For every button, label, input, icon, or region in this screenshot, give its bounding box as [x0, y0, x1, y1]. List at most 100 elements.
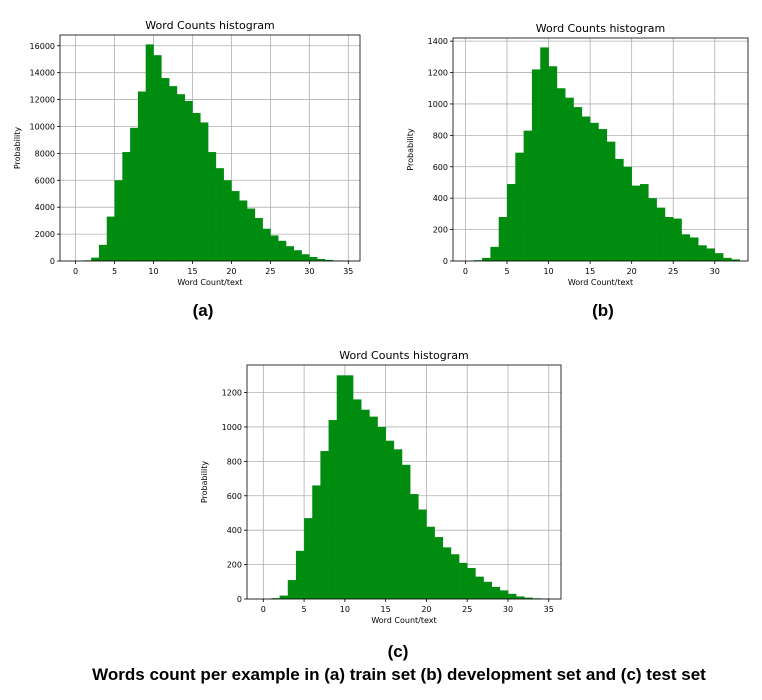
x-tick-label: 25 — [462, 605, 472, 614]
x-axis-label: Word Count/text — [568, 278, 633, 287]
histogram-bar — [271, 598, 280, 599]
x-axis-label: Word Count/text — [177, 278, 242, 287]
histogram-bar — [706, 248, 716, 261]
panel-label-c: (c) — [387, 642, 409, 661]
histogram-bar — [673, 218, 682, 261]
histogram-bar — [295, 550, 305, 599]
chart-title: Word Counts histogram — [145, 19, 274, 32]
histogram-bar — [239, 200, 248, 261]
histogram-bar — [287, 580, 297, 599]
y-tick-label: 0 — [443, 257, 448, 266]
x-tick-label: 30 — [710, 267, 720, 276]
histogram-bar — [401, 464, 411, 599]
y-tick-label: 12000 — [30, 96, 55, 105]
histogram-bar — [317, 258, 326, 261]
histogram-bar — [450, 554, 460, 599]
histogram-bar — [516, 596, 525, 599]
histogram-bar — [523, 130, 533, 261]
histogram-bar — [459, 562, 468, 599]
histogram-bar — [499, 590, 509, 599]
histogram-bar — [475, 576, 484, 599]
x-tick-label: 25 — [265, 267, 275, 276]
x-tick-label: 5 — [504, 267, 509, 276]
y-tick-label: 4000 — [35, 203, 55, 212]
x-tick-label: 35 — [343, 267, 353, 276]
histogram-bar — [344, 375, 354, 599]
y-tick-label: 600 — [433, 163, 448, 172]
x-tick-label: 10 — [543, 267, 553, 276]
x-tick-label: 10 — [340, 605, 350, 614]
histogram-bar — [192, 113, 201, 262]
x-tick-label: 15 — [381, 605, 391, 614]
histogram-bar — [714, 253, 724, 261]
histogram-bar — [581, 116, 591, 262]
x-tick-label: 30 — [503, 605, 513, 614]
y-tick-label: 800 — [433, 131, 448, 140]
y-tick-label: 1000 — [428, 100, 448, 109]
histogram-bar — [482, 257, 491, 261]
histogram-bar — [231, 191, 240, 261]
histogram-bar — [434, 537, 444, 599]
histogram-bar — [215, 168, 224, 261]
histogram-bar — [293, 250, 302, 261]
histogram-bar — [377, 426, 386, 599]
histogram-bar — [664, 217, 674, 261]
y-tick-label: 6000 — [35, 176, 55, 185]
histogram-bar — [498, 217, 508, 261]
histogram-bar — [91, 257, 100, 261]
histogram-bar — [631, 185, 641, 261]
histogram-bar — [254, 217, 263, 261]
y-tick-label: 16000 — [30, 42, 55, 51]
histogram-bar — [723, 257, 732, 261]
histogram-bar — [507, 184, 516, 261]
plot-frame — [59, 34, 361, 262]
histogram-bar — [524, 597, 533, 599]
histogram-bar — [467, 568, 476, 599]
histogram-bar — [223, 180, 232, 261]
histogram-bar — [279, 595, 289, 599]
histogram-bar — [328, 420, 338, 599]
histogram-bar — [606, 141, 616, 261]
histogram-bar — [270, 235, 279, 261]
histogram-bar — [698, 245, 707, 261]
x-tick-label: 20 — [421, 605, 431, 614]
x-tick-label: 5 — [302, 605, 307, 614]
histogram-bar — [598, 129, 608, 261]
histogram-bar — [161, 78, 170, 261]
x-tick-label: 25 — [668, 267, 678, 276]
histogram-bar — [184, 100, 193, 262]
y-axis-label: Probability — [406, 128, 415, 171]
histogram-bar — [548, 66, 558, 261]
histogram-bar — [531, 69, 541, 261]
histogram-bar — [656, 207, 666, 261]
histogram-bar — [369, 416, 378, 599]
x-tick-label: 10 — [148, 267, 158, 276]
x-tick-label: 35 — [544, 605, 554, 614]
histogram-bar — [490, 246, 500, 261]
histogram-bar — [410, 494, 419, 599]
histogram-bar — [312, 485, 321, 599]
histogram-bar — [301, 254, 310, 261]
y-tick-label: 400 — [433, 194, 448, 203]
histogram-bar — [309, 256, 318, 261]
histogram-bar — [540, 47, 549, 262]
chart-panel-b: Word Counts histogram 0 5 10 15 20 25 30 0 200 400… — [400, 14, 762, 294]
y-tick-label: 600 — [227, 492, 242, 501]
y-tick-label: 1000 — [222, 423, 242, 432]
histogram-bar — [324, 259, 334, 261]
chart-panel-c: Word Counts histogram 0 5 10 15 20 25 30 35 0 200 4… — [195, 340, 575, 630]
histogram-bar — [639, 184, 649, 261]
histogram-bar — [731, 259, 740, 261]
histogram-bar — [515, 152, 524, 261]
histogram-bar — [442, 547, 452, 599]
histogram-bar — [507, 593, 517, 599]
x-axis-label: Word Count/text — [371, 616, 436, 625]
histogram-bar — [491, 586, 501, 599]
histogram-bar — [615, 158, 624, 261]
histogram-bar — [114, 180, 123, 261]
y-tick-label: 1200 — [428, 69, 448, 78]
y-tick-label: 0 — [237, 595, 242, 604]
y-tick-label: 1200 — [222, 389, 242, 398]
histogram-bar — [208, 152, 217, 261]
histogram-bar — [200, 122, 209, 261]
